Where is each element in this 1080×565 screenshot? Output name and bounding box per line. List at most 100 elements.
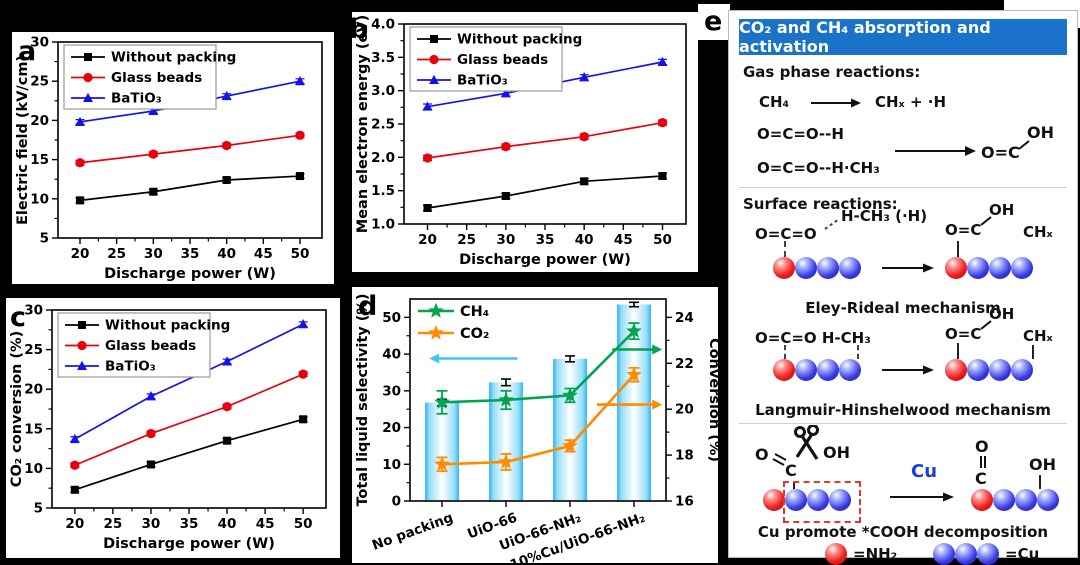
bead-red	[945, 257, 967, 279]
bead-blue	[967, 257, 989, 279]
series-2	[69, 318, 309, 444]
y-axis-title: Mean electron energy (eV)	[355, 15, 371, 233]
annotation-arrow-0	[429, 353, 518, 364]
svg-text:Glass beads: Glass beads	[105, 338, 196, 354]
cu-product-oh: OH	[1029, 455, 1056, 474]
svg-text:2.5: 2.5	[371, 117, 395, 133]
legend: CH₄ CO₂	[418, 302, 489, 342]
panel-b-label: b	[349, 14, 369, 45]
bead-red	[773, 257, 795, 279]
axis-ticks: 20 25 30 35 40 45 50 1.0 1.5 2.0 2.5 3.0 3.5 4.0	[371, 17, 672, 249]
lh-caption: Langmuir-Hinshelwood mechanism	[755, 401, 1051, 419]
bead-blue	[795, 359, 817, 381]
svg-text:No packing: No packing	[370, 510, 455, 554]
bead-blue	[817, 359, 839, 381]
svg-text:30: 30	[496, 232, 515, 248]
co2-conversion-chart: 20 25 30 35 40 45 50 5 10 15 20 25 30 Discharge power…	[9, 303, 327, 552]
svg-text:20: 20	[30, 113, 49, 129]
bead-blue	[1011, 359, 1033, 381]
svg-text:Discharge power (W): Discharge power (W)	[459, 252, 631, 268]
er-product-bond-icon	[980, 216, 992, 226]
svg-text:20: 20	[382, 420, 401, 436]
svg-text:Without packing: Without packing	[111, 50, 236, 66]
panel-a: a 20 25 30 35 40 45 50 5 10 15 20 25 30 Discharge pow…	[12, 32, 334, 284]
svg-text:35: 35	[536, 232, 555, 248]
svg-text:BaTiO₃: BaTiO₃	[105, 359, 156, 375]
svg-text:45: 45	[614, 232, 633, 248]
legend: Without packing Glass beads BaTiO₃	[63, 44, 236, 110]
lh-reactant: O=C=O H-CH₃	[755, 329, 871, 347]
panel-b: b 20 25 30 35 40 45 50 1.0 1.5 2.0 2.5 3.0 3.5 4.0 Dis…	[349, 12, 698, 272]
svg-text:20: 20	[418, 232, 437, 248]
cu-double-bond-icon	[772, 453, 787, 466]
bead-blue	[977, 543, 999, 565]
x-axis-title: Discharge power (W)	[459, 252, 631, 268]
svg-text:4.0: 4.0	[371, 17, 395, 33]
bead-blue	[795, 257, 817, 279]
svg-text:18: 18	[675, 448, 694, 464]
gas-r1-right: CHₓ + ·H	[875, 93, 947, 111]
bead-red	[971, 489, 993, 511]
series-0	[75, 172, 305, 205]
legend: Without packing Glass beads BaTiO₃	[57, 312, 230, 378]
svg-text:10: 10	[30, 191, 49, 207]
panel-e-title-banner: CO₂ and CH₄ absorption and activation	[739, 18, 1067, 56]
er-product-oh: OH	[989, 201, 1015, 219]
svg-text:0: 0	[392, 494, 401, 510]
surface-heading: Surface reactions:	[743, 195, 898, 213]
svg-text:10: 10	[382, 457, 401, 473]
gas-product-bond-icon	[1018, 140, 1030, 150]
bead-red	[773, 359, 795, 381]
svg-text:50: 50	[653, 232, 672, 248]
section-divider-2	[739, 423, 1067, 424]
annotation-arrow-2	[596, 399, 663, 410]
bead-blue	[1037, 489, 1059, 511]
cu-reactant-c: C	[785, 461, 797, 480]
er-reactant-beads	[773, 257, 861, 279]
right-axis-title: Conversion (%)	[706, 338, 722, 462]
section-divider-1	[739, 187, 1067, 188]
svg-text:45: 45	[254, 246, 273, 262]
svg-text:40: 40	[382, 347, 401, 363]
svg-text:Conversion (%): Conversion (%)	[706, 338, 718, 462]
svg-text:22: 22	[675, 356, 694, 372]
bead-blue	[829, 489, 851, 511]
panel-d-label: d	[358, 291, 378, 322]
svg-text:BaTiO₃: BaTiO₃	[111, 91, 162, 107]
er-product-chx: CHₓ	[1023, 223, 1053, 241]
svg-text:5: 5	[40, 231, 49, 247]
axis-ticks: 0 10 20 30 40 50 16 18 20 22 24	[382, 310, 694, 510]
er-caption: Eley-Rideal mechanism	[805, 299, 1001, 317]
electric-field-chart: 20 25 30 35 40 45 50 5 10 15 20 25 30 Discharge power…	[15, 35, 323, 282]
axis-ticks: 20 25 30 35 40 45 50 5 10 15 20 25 30	[24, 303, 312, 533]
cu-arrow-label: Cu	[911, 461, 938, 482]
bead-blue	[817, 257, 839, 279]
cu-product-beads	[971, 489, 1059, 511]
svg-text:Glass beads: Glass beads	[111, 70, 202, 86]
panel-c: c 20 25 30 35 40 45 50 5 10 15 20 25 30 Discharge pow…	[6, 298, 340, 558]
panel-e: CO₂ and CH₄ absorption and activation Ga…	[728, 10, 1078, 565]
svg-text:20: 20	[24, 382, 43, 398]
svg-text:2.0: 2.0	[371, 150, 395, 166]
bead-blue	[807, 489, 829, 511]
svg-text:45: 45	[256, 516, 275, 532]
bead-blue	[1015, 489, 1037, 511]
svg-text:Discharge power (W): Discharge power (W)	[103, 536, 275, 552]
er-dashed-bond-icon	[824, 218, 840, 230]
gas-r1-left: CH₄	[759, 93, 790, 111]
scissors-icon	[794, 425, 819, 460]
lh-product-c-bond	[957, 343, 959, 359]
gas-r3: O=C=O--H·CH₃	[757, 159, 880, 177]
svg-text:3.0: 3.0	[371, 83, 395, 99]
er-product-bond-vert	[957, 241, 959, 257]
x-axis-title: Discharge power (W)	[104, 266, 276, 282]
bead-red	[825, 543, 847, 565]
lh-product-chx-bond	[1032, 345, 1034, 359]
er-reactant: O=C=O	[755, 225, 817, 243]
svg-text:30: 30	[24, 303, 43, 319]
panel-d: d 0 10 20 30 40 50 16 18 20 22 24 No packing UiO-66 U…	[352, 287, 722, 565]
svg-text:40: 40	[217, 246, 236, 262]
cu-product-o: O	[975, 437, 989, 456]
cu-reactant-o: O	[755, 445, 769, 464]
svg-text:50: 50	[294, 516, 313, 532]
